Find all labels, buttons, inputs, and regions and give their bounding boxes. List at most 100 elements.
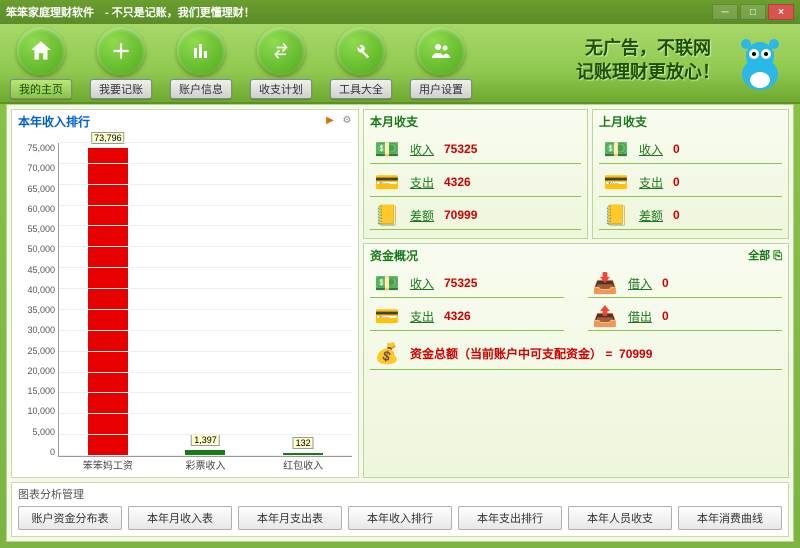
users-icon: [417, 27, 465, 75]
report-button[interactable]: 账户资金分布表: [18, 506, 122, 530]
summary-line: 📒 差额0: [599, 201, 782, 230]
report-button[interactable]: 本年收入排行: [348, 506, 452, 530]
window-title: 笨笨家庭理财软件 - 不只是记账，我们更懂理财！: [6, 4, 712, 20]
chart-refresh-icon[interactable]: ⚙: [340, 113, 354, 127]
window-controls: ─ □ ×: [712, 4, 794, 20]
expense-icon: 💳: [370, 302, 404, 330]
income-icon: 💵: [370, 269, 404, 297]
nav-plan[interactable]: 收支计划: [250, 27, 312, 99]
line-value: 0: [673, 175, 782, 189]
funds-total-line: 💰 资金总额（当前账户中可支配资金） = 70999: [370, 339, 782, 370]
chart-toolbar: ▶ ⚙: [323, 113, 354, 127]
coins-icon: 💰: [370, 339, 404, 367]
summary-line: 📥 借入0: [588, 269, 782, 298]
line-label[interactable]: 支出: [639, 174, 673, 191]
line-value: 0: [673, 208, 782, 222]
funds-panel: 资金概况 全部 ⎘ 💵收入75325💳支出4326 📥借入0📤借出0 💰 资金总…: [363, 243, 789, 478]
bar-value-label: 132: [293, 437, 314, 449]
ranking-chart-panel: 本年收入排行 ▶ ⚙ 75,00070,00065,00060,00055,00…: [11, 109, 359, 478]
nav-label: 我要记账: [90, 79, 152, 99]
line-label[interactable]: 借入: [628, 275, 662, 292]
line-value: 0: [673, 142, 782, 156]
summary-line: 💵收入75325: [370, 269, 564, 298]
line-label[interactable]: 收入: [639, 141, 673, 158]
slogan-text: 无广告，不联网 记账理财更放心！: [576, 36, 720, 84]
nav-home[interactable]: 我的主页: [10, 27, 72, 99]
summary-line: 💳 支出0: [599, 168, 782, 197]
nav-label: 账户信息: [170, 79, 232, 99]
summary-line: 📒 差额70999: [370, 201, 581, 230]
report-button[interactable]: 本年人员收支: [568, 506, 672, 530]
last-month-panel: 上月收支 💵收入0💳支出0📒差额0: [592, 109, 789, 239]
balance-icon: 📒: [599, 201, 633, 229]
line-label[interactable]: 支出: [410, 308, 444, 325]
bar-category-label: 笨笨妈工资: [83, 457, 133, 472]
nav-label: 收支计划: [250, 79, 312, 99]
summary-line: 💵 收入0: [599, 135, 782, 164]
summary-line: 📤借出0: [588, 302, 782, 331]
income-icon: 💵: [599, 135, 633, 163]
nav-label: 用户设置: [410, 79, 472, 99]
exchange-icon: [257, 27, 305, 75]
expense-icon: 💳: [599, 168, 633, 196]
titlebar: 笨笨家庭理财软件 - 不只是记账，我们更懂理财！ ─ □ ×: [0, 0, 800, 24]
chart-title: 本年收入排行: [12, 110, 358, 133]
line-label[interactable]: 收入: [410, 275, 444, 292]
line-label[interactable]: 差额: [410, 207, 444, 224]
right-column: 本月收支 💵收入75325💳支出4326📒差额70999 上月收支 💵收入0💳支…: [363, 109, 789, 478]
mascot-icon: [728, 32, 792, 96]
bar-category-label: 红包收入: [283, 457, 323, 472]
borrow-in-icon: 📥: [588, 269, 622, 297]
line-value: 75325: [444, 142, 581, 156]
line-label[interactable]: 差额: [639, 207, 673, 224]
chart-nav-icon[interactable]: ▶: [323, 113, 337, 127]
report-button[interactable]: 本年月支出表: [238, 506, 342, 530]
chart-bar[interactable]: 73,796笨笨妈工资: [88, 148, 128, 456]
line-value: 4326: [444, 175, 581, 189]
chart-plot: 73,796笨笨妈工资1,397彩票收入132红包收入: [58, 143, 352, 457]
funds-all-link[interactable]: 全部 ⎘: [748, 247, 782, 264]
minimize-button[interactable]: ─: [712, 4, 738, 20]
funds-total-text: 资金总额（当前账户中可支配资金） = 70999: [410, 345, 652, 362]
tools-icon: [337, 27, 385, 75]
maximize-button[interactable]: □: [740, 4, 766, 20]
close-button[interactable]: ×: [768, 4, 794, 20]
panel-title: 资金概况 全部 ⎘: [368, 246, 784, 265]
expense-icon: 💳: [370, 168, 404, 196]
nav-record[interactable]: 我要记账: [90, 27, 152, 99]
content-area: 本年收入排行 ▶ ⚙ 75,00070,00065,00060,00055,00…: [6, 104, 794, 542]
this-month-panel: 本月收支 💵 收入75325 💳 支出4326 📒 差额70999: [363, 109, 588, 239]
balance-icon: 📒: [370, 201, 404, 229]
summary-line: 💳 支出4326: [370, 168, 581, 197]
bar-value-label: 1,397: [191, 434, 220, 446]
reports-button-row: 账户资金分布表本年月收入表本年月支出表本年收入排行本年支出排行本年人员收支本年消…: [18, 506, 782, 530]
summary-line: 💵 收入75325: [370, 135, 581, 164]
chart-body: 75,00070,00065,00060,00055,00050,00045,0…: [12, 133, 358, 477]
funds-grid: 💵收入75325💳支出4326 📥借入0📤借出0: [368, 265, 784, 335]
report-button[interactable]: 本年月收入表: [128, 506, 232, 530]
line-value: 70999: [444, 208, 581, 222]
panel-title: 本月收支: [368, 112, 583, 131]
line-label[interactable]: 借出: [628, 308, 662, 325]
summary-line: 💳支出4326: [370, 302, 564, 331]
report-button[interactable]: 本年支出排行: [458, 506, 562, 530]
income-icon: 💵: [370, 135, 404, 163]
nav-label: 工具大全: [330, 79, 392, 99]
chart-icon: [177, 27, 225, 75]
reports-title: 图表分析管理: [18, 486, 782, 502]
line-value: 0: [662, 276, 782, 290]
panel-title: 上月收支: [597, 112, 784, 131]
bar-category-label: 彩票收入: [185, 457, 225, 472]
line-label[interactable]: 收入: [410, 141, 444, 158]
nav-account[interactable]: 账户信息: [170, 27, 232, 99]
month-panels-row: 本月收支 💵收入75325💳支出4326📒差额70999 上月收支 💵收入0💳支…: [363, 109, 789, 239]
main-row: 本年收入排行 ▶ ⚙ 75,00070,00065,00060,00055,00…: [11, 109, 789, 478]
nav-tools[interactable]: 工具大全: [330, 27, 392, 99]
app-window: 笨笨家庭理财软件 - 不只是记账，我们更懂理财！ ─ □ × 我的主页 我要记账…: [0, 0, 800, 548]
nav-user[interactable]: 用户设置: [410, 27, 472, 99]
report-button[interactable]: 本年消费曲线: [678, 506, 782, 530]
header-nav: 我的主页 我要记账 账户信息 收支计划 工具大全 用户设置 无广告，不联网 记账…: [0, 24, 800, 104]
nav-label: 我的主页: [10, 79, 72, 99]
home-icon: [17, 27, 65, 75]
line-label[interactable]: 支出: [410, 174, 444, 191]
